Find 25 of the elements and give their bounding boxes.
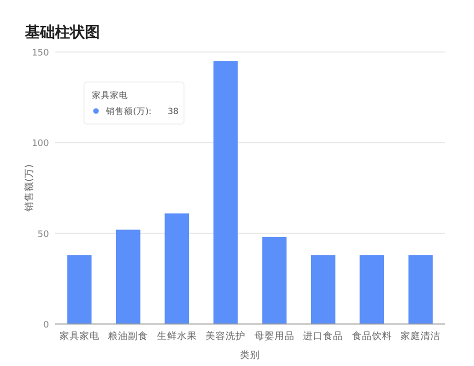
bar [164,213,190,324]
y-tick-label: 0 [43,320,50,330]
bar [408,255,433,324]
bar [360,255,384,324]
x-tick-label: 进口食品 [303,330,344,342]
x-tick-label: 生鲜水果 [156,330,197,342]
x-tick-label: 家庭清洁 [400,330,441,342]
chart-title: 基础柱状图 [24,23,100,41]
y-tick-label: 150 [32,48,50,58]
annotation: 家具家电 [92,90,128,101]
y-tick-label: 50 [38,230,50,240]
bar [262,236,287,324]
bar [310,255,336,324]
x-tick-label: 美容洗护 [206,330,246,342]
x-tick-label: 母婴用品 [254,330,294,342]
x-tick-label: 家具家电 [59,330,100,342]
x-axis-title: 类别 [240,349,260,361]
y-axis-title: 销售额(万) [23,164,35,213]
bar [116,230,140,324]
bar [67,255,92,324]
bar [213,61,238,324]
x-tick-label: 粮油副食 [108,330,148,342]
y-tick-label: 100 [32,139,50,150]
x-tick-label: 食品饮料 [352,330,392,342]
annotation: 销售额(万): 38 [105,106,179,117]
